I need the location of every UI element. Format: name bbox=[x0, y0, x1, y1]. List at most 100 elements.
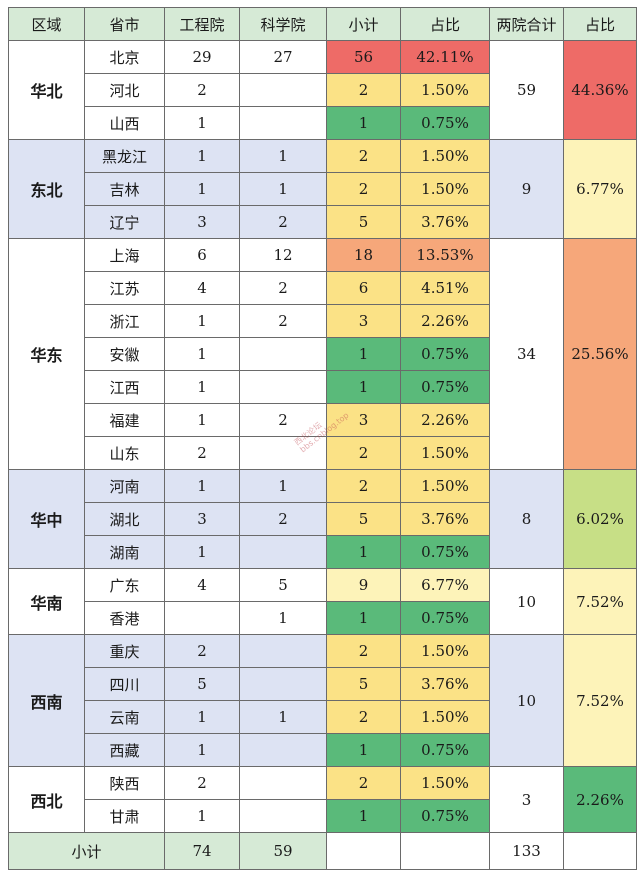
engineering-count: 1 bbox=[164, 700, 240, 734]
science-count bbox=[239, 634, 327, 668]
province-name: 山东 bbox=[84, 436, 165, 470]
science-count bbox=[239, 799, 327, 833]
table-row: 甘肃 1 1 0.75% bbox=[9, 799, 637, 833]
subtotal-share: 1.50% bbox=[400, 700, 490, 734]
table-row: 福建 1 2 3 2.26% bbox=[9, 403, 637, 437]
subtotal-share: 0.75% bbox=[400, 106, 490, 140]
science-count: 2 bbox=[239, 403, 327, 437]
engineering-count: 2 bbox=[164, 634, 240, 668]
science-count: 2 bbox=[239, 502, 327, 536]
table-row: 湖南 1 1 0.75% bbox=[9, 535, 637, 569]
engineering-count: 2 bbox=[164, 73, 240, 107]
subtotal-count: 6 bbox=[326, 271, 401, 305]
engineering-count: 1 bbox=[164, 337, 240, 371]
engineering-count: 1 bbox=[164, 139, 240, 173]
subtotal-share: 42.11% bbox=[400, 40, 490, 74]
subtotal-count: 1 bbox=[326, 733, 401, 767]
science-count: 1 bbox=[239, 139, 327, 173]
science-count: 27 bbox=[239, 40, 327, 74]
engineering-count: 1 bbox=[164, 733, 240, 767]
footer-total: 133 bbox=[489, 832, 564, 870]
subtotal-share: 3.76% bbox=[400, 205, 490, 239]
subtotal-count: 2 bbox=[326, 634, 401, 668]
subtotal-count: 1 bbox=[326, 535, 401, 569]
science-count bbox=[239, 106, 327, 140]
science-count bbox=[239, 73, 327, 107]
science-count: 2 bbox=[239, 271, 327, 305]
table-row: 西藏 1 1 0.75% bbox=[9, 733, 637, 767]
province-name: 北京 bbox=[84, 40, 165, 74]
engineering-count: 1 bbox=[164, 172, 240, 206]
science-count: 1 bbox=[239, 172, 327, 206]
subtotal-share: 0.75% bbox=[400, 799, 490, 833]
subtotal-count: 2 bbox=[326, 436, 401, 470]
subtotal-share: 3.76% bbox=[400, 502, 490, 536]
province-name: 上海 bbox=[84, 238, 165, 272]
footer-subtotal bbox=[326, 832, 401, 870]
table-row: 江西 1 1 0.75% bbox=[9, 370, 637, 404]
province-name: 福建 bbox=[84, 403, 165, 437]
footer-row: 小计 74 59 133 bbox=[8, 832, 637, 870]
region-total: 8 bbox=[489, 469, 564, 569]
subtotal-count: 18 bbox=[326, 238, 401, 272]
table-row: 安徽 1 1 0.75% bbox=[9, 337, 637, 371]
region-name: 华南 bbox=[8, 568, 85, 635]
header-row: 区域 省市 工程院 科学院 小计 占比 两院合计 占比 bbox=[8, 7, 637, 41]
region-total: 34 bbox=[489, 238, 564, 470]
science-count bbox=[239, 667, 327, 701]
subtotal-count: 2 bbox=[326, 172, 401, 206]
region-name: 华中 bbox=[8, 469, 85, 569]
science-count: 1 bbox=[239, 601, 327, 635]
academician-distribution-table: 区域 省市 工程院 科学院 小计 占比 两院合计 占比 华北 北京 29 27 56 42… bbox=[8, 7, 637, 870]
footer-total-share bbox=[563, 832, 637, 870]
table-row: 河北 2 2 1.50% bbox=[9, 73, 637, 107]
province-name: 山西 bbox=[84, 106, 165, 140]
province-name: 甘肃 bbox=[84, 799, 165, 833]
engineering-count: 3 bbox=[164, 502, 240, 536]
province-name: 江西 bbox=[84, 370, 165, 404]
subtotal-count: 56 bbox=[326, 40, 401, 74]
subtotal-count: 2 bbox=[326, 766, 401, 800]
region-total-share: 2.26% bbox=[563, 766, 637, 833]
table-row: 浙江 1 2 3 2.26% bbox=[9, 304, 637, 338]
science-count: 2 bbox=[239, 304, 327, 338]
subtotal-share: 1.50% bbox=[400, 766, 490, 800]
region-total-share: 44.36% bbox=[563, 40, 637, 140]
table-row: 江苏 4 2 6 4.51% bbox=[9, 271, 637, 305]
header-total-share: 占比 bbox=[563, 7, 637, 41]
science-count: 2 bbox=[239, 205, 327, 239]
header-subtotal: 小计 bbox=[326, 7, 401, 41]
subtotal-share: 1.50% bbox=[400, 172, 490, 206]
engineering-count: 1 bbox=[164, 403, 240, 437]
subtotal-count: 2 bbox=[326, 700, 401, 734]
province-name: 湖南 bbox=[84, 535, 165, 569]
science-count bbox=[239, 370, 327, 404]
region-name: 华东 bbox=[8, 238, 85, 470]
region-total-share: 6.77% bbox=[563, 139, 637, 239]
header-province: 省市 bbox=[84, 7, 165, 41]
science-count: 1 bbox=[239, 469, 327, 503]
table-row: 华南 广东 4 5 9 6.77% 10 7.52% bbox=[8, 568, 637, 635]
subtotal-count: 1 bbox=[326, 799, 401, 833]
engineering-count: 6 bbox=[164, 238, 240, 272]
engineering-count: 1 bbox=[164, 370, 240, 404]
engineering-count bbox=[164, 601, 240, 635]
region-total-share: 7.52% bbox=[563, 634, 637, 767]
subtotal-count: 1 bbox=[326, 106, 401, 140]
engineering-count: 1 bbox=[164, 469, 240, 503]
subtotal-share: 4.51% bbox=[400, 271, 490, 305]
engineering-count: 4 bbox=[164, 568, 240, 602]
science-count: 5 bbox=[239, 568, 327, 602]
science-count bbox=[239, 436, 327, 470]
subtotal-share: 0.75% bbox=[400, 370, 490, 404]
engineering-count: 1 bbox=[164, 799, 240, 833]
province-name: 辽宁 bbox=[84, 205, 165, 239]
science-count bbox=[239, 535, 327, 569]
engineering-count: 29 bbox=[164, 40, 240, 74]
region-total-share: 7.52% bbox=[563, 568, 637, 635]
region-total-share: 6.02% bbox=[563, 469, 637, 569]
science-count: 1 bbox=[239, 700, 327, 734]
region-name: 华北 bbox=[8, 40, 85, 140]
subtotal-share: 0.75% bbox=[400, 535, 490, 569]
province-name: 西藏 bbox=[84, 733, 165, 767]
